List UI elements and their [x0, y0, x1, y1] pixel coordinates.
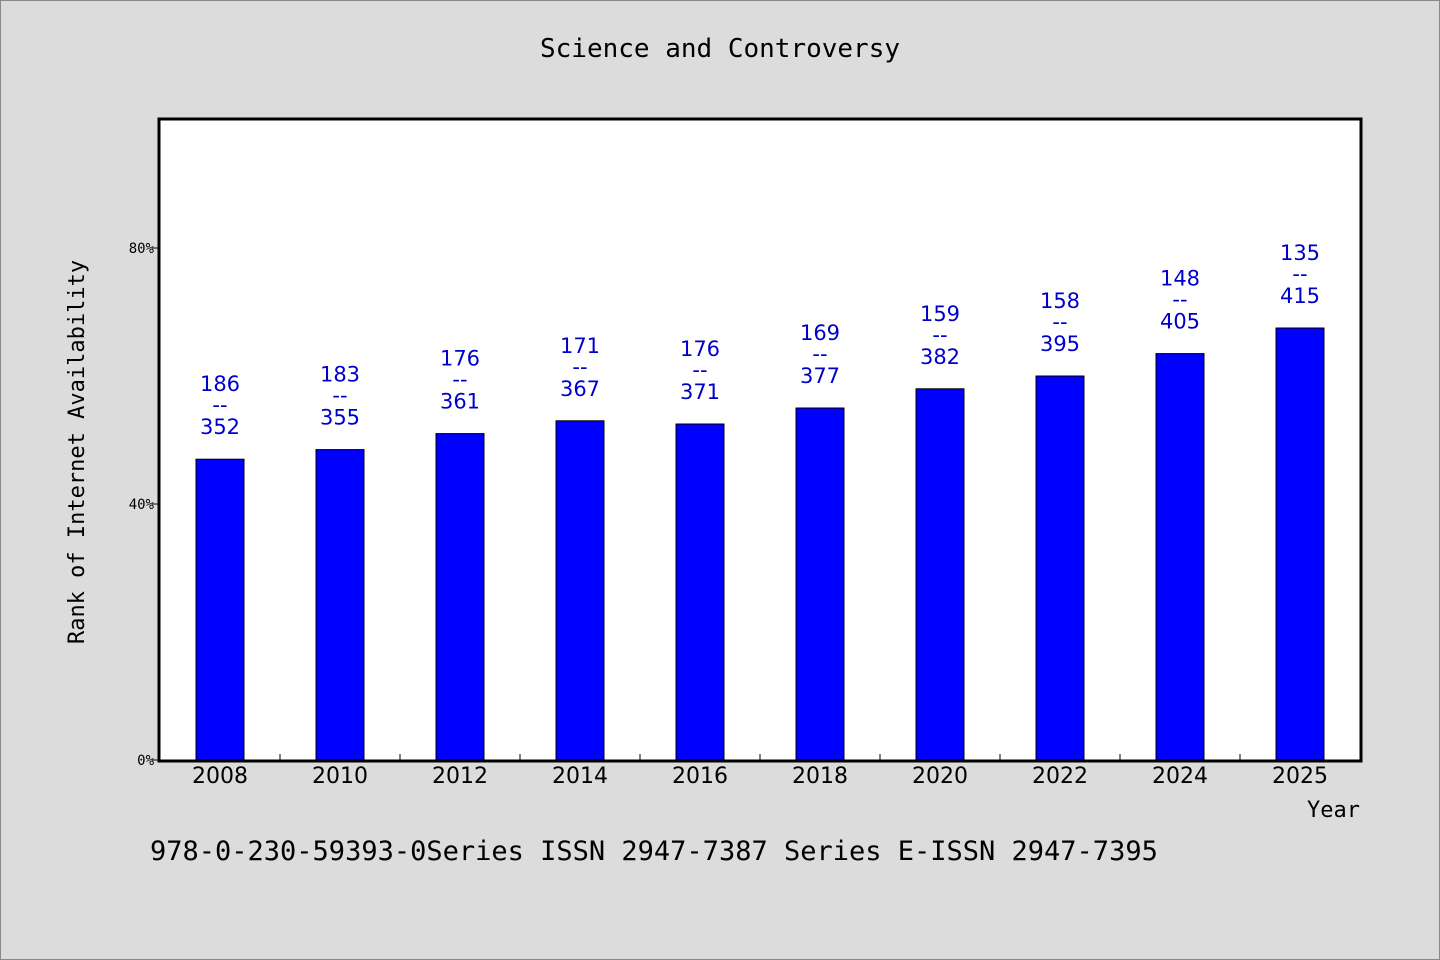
- data-label-sep: --: [1052, 310, 1067, 334]
- x-tick-label: 2008: [192, 764, 248, 789]
- bar: [555, 420, 605, 761]
- y-tick-label: 80%: [129, 241, 155, 257]
- data-label-bottom: 371: [680, 380, 720, 404]
- bar: [315, 449, 365, 761]
- data-label-sep: --: [692, 358, 707, 382]
- data-label-bottom: 405: [1160, 310, 1200, 334]
- x-axis-title: Year: [1307, 798, 1360, 823]
- data-label-top: 148: [1160, 267, 1200, 291]
- data-label-sep: --: [812, 342, 827, 366]
- footer-isbn-issn: 978-0-230-59393-0Series ISSN 2947-7387 S…: [150, 836, 1158, 867]
- x-tick-label: 2022: [1032, 764, 1088, 789]
- y-tick-label: 0%: [137, 753, 154, 769]
- x-tick-label: 2010: [312, 764, 368, 789]
- bar: [1035, 375, 1085, 761]
- data-label-top: 176: [440, 347, 480, 371]
- data-label-bottom: 352: [200, 415, 240, 439]
- bar: [1155, 353, 1205, 761]
- data-label-top: 183: [320, 363, 360, 387]
- bar-series: [195, 327, 1325, 761]
- data-label-sep: --: [572, 355, 587, 379]
- y-tick-label: 40%: [129, 497, 155, 513]
- x-tick-label: 2012: [432, 764, 488, 789]
- x-axis-ticks: 2008 2010 2012 2014 2016 2018 2020 2022 2024 2025: [192, 754, 1328, 789]
- data-label-sep: --: [1292, 262, 1307, 286]
- data-label-bottom: 367: [560, 377, 600, 401]
- x-tick-label: 2018: [792, 764, 848, 789]
- x-tick-label: 2024: [1152, 764, 1208, 789]
- data-label-top: 186: [200, 372, 240, 396]
- data-label-sep: --: [452, 368, 467, 392]
- data-label-bottom: 361: [440, 390, 480, 414]
- data-label-top: 176: [680, 337, 720, 361]
- x-tick-label: 2016: [672, 764, 728, 789]
- bar: [915, 388, 965, 761]
- x-tick-label: 2025: [1272, 764, 1328, 789]
- bar: [675, 423, 725, 761]
- data-label-bottom: 355: [320, 406, 360, 430]
- data-label-top: 158: [1040, 289, 1080, 313]
- y-axis-title: Rank of Internet Availability: [65, 260, 90, 644]
- data-label-bottom: 382: [920, 345, 960, 369]
- data-label-bottom: 415: [1280, 284, 1320, 308]
- data-label-sep: --: [932, 323, 947, 347]
- data-label-sep: --: [1172, 288, 1187, 312]
- data-label-top: 159: [920, 302, 960, 326]
- bar: [195, 458, 245, 761]
- data-label-top: 169: [800, 321, 840, 345]
- data-label-top: 135: [1280, 241, 1320, 265]
- x-tick-label: 2020: [912, 764, 968, 789]
- y-axis-ticks: 0% 40% 80%: [129, 241, 160, 769]
- chart-title: Science and Controversy: [539, 34, 901, 64]
- data-label-sep: --: [212, 393, 227, 417]
- data-label-bottom: 377: [800, 364, 840, 388]
- x-tick-label: 2014: [552, 764, 608, 789]
- data-labels: 186--352183--355176--361171--367176--371…: [200, 241, 1320, 439]
- data-label-bottom: 395: [1040, 332, 1080, 356]
- bar: [1275, 327, 1325, 761]
- data-label-sep: --: [332, 384, 347, 408]
- bar: [435, 433, 485, 761]
- data-label-top: 171: [560, 334, 600, 358]
- bar: [795, 407, 845, 761]
